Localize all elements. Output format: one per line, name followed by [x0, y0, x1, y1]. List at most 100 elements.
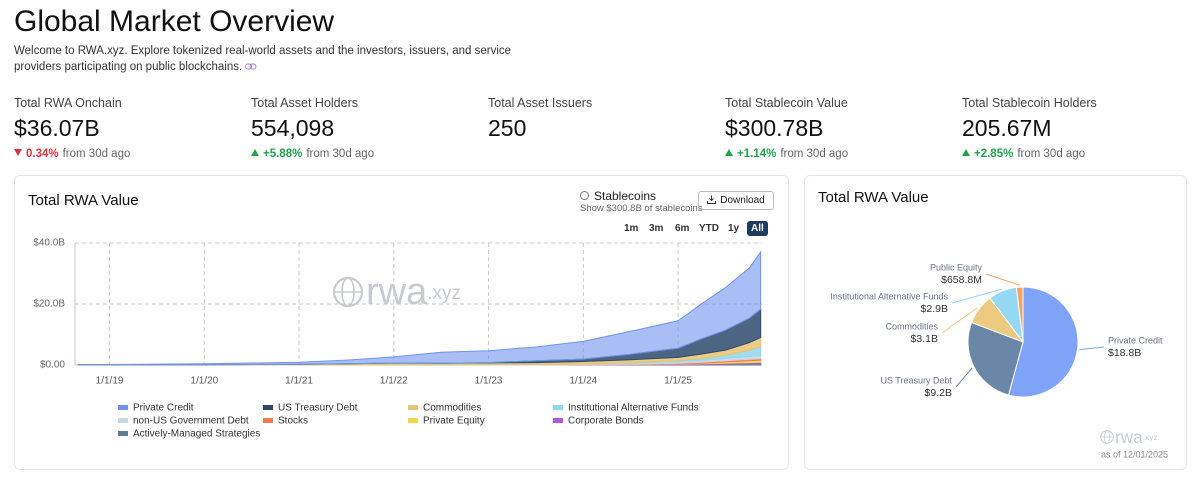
legend-swatch [553, 418, 563, 423]
stat-label: Total RWA Onchain [14, 96, 122, 110]
legend-swatch [408, 405, 418, 410]
stablecoins-note: Show $300.8B of stablecoins [580, 203, 703, 214]
watermark-suffix: .xyz [1143, 432, 1158, 442]
stat-value: 250 [488, 115, 527, 141]
area-card [14, 175, 789, 470]
range-button[interactable]: All [747, 221, 768, 236]
legend-label: Private Credit [133, 403, 194, 414]
range-button[interactable]: 6m [675, 223, 690, 234]
download-button[interactable]: Download [698, 191, 774, 210]
stat-change: +1.14% from 30d ago [725, 148, 848, 160]
legend-label: non-US Government Debt [133, 416, 249, 427]
slice-label: Public Equity [930, 262, 983, 272]
down-arrow [14, 149, 22, 156]
area [77, 250, 762, 366]
slice-label: Commodities [885, 321, 938, 331]
x-tick-label: 1/1/19 [96, 376, 124, 387]
watermark-main: rwa [366, 271, 428, 313]
legend-label: Commodities [423, 403, 481, 414]
up-arrow [962, 149, 970, 156]
chart-title: Total RWA Value [28, 192, 139, 209]
stat-change: 0.34% from 30d ago [14, 148, 130, 160]
up-arrow [251, 149, 259, 156]
x-tick-label: 1/1/22 [380, 376, 408, 387]
stat: Total Asset Issuers 250 [488, 96, 592, 142]
stat-change: +2.85% from 30d ago [962, 148, 1097, 160]
x-tick-label: 1/1/24 [569, 376, 597, 387]
leader-line [985, 273, 1020, 286]
watermark: rwa.xyz [1100, 427, 1158, 446]
stat-label: Total Stablecoin Holders [962, 96, 1097, 110]
download-icon [707, 195, 717, 204]
stat: Total Stablecoin Value $300.78B +1.14% from… [725, 96, 848, 160]
watermark-main: rwa [1115, 427, 1143, 446]
slice-value: $9.2B [925, 387, 952, 399]
legend-label: Stocks [278, 416, 308, 427]
stat-value: $36.07B [14, 115, 100, 141]
chart-title: Total RWA Value [818, 189, 929, 206]
leader-line [951, 288, 1002, 304]
range-button[interactable]: 1y [728, 223, 740, 234]
stat-label: Total Asset Holders [251, 96, 358, 110]
change-period: from 30d ago [306, 148, 375, 160]
legend-swatch [263, 418, 273, 423]
legend-label: Institutional Alternative Funds [568, 403, 699, 414]
slice-value: $18.8B [1108, 347, 1141, 359]
y-tick-label: $0.00 [40, 360, 65, 371]
stablecoins-label: Stablecoins [594, 189, 657, 203]
slice-label: Institutional Alternative Funds [830, 291, 948, 301]
page-title: Global Market Overview [14, 5, 335, 38]
stat: Total Asset Holders 554,098 +5.88% from 30d… [251, 96, 374, 160]
leader-line [941, 307, 978, 334]
pie-slice [1015, 286, 1024, 343]
pie-slice [967, 321, 1024, 396]
as-of-note: as of 12/01/2025 [1101, 449, 1168, 459]
legend-label: Corporate Bonds [568, 416, 644, 427]
legend-label: US Treasury Debt [278, 403, 358, 414]
checkbox[interactable] [580, 191, 589, 200]
x-tick-label: 1/1/25 [664, 376, 692, 387]
legend-swatch [118, 418, 128, 423]
y-tick-label: $40.0B [33, 238, 65, 249]
change-value: +5.88% [263, 148, 303, 160]
pie-slice [1007, 286, 1079, 398]
legend-swatch [118, 431, 128, 436]
up-arrow [725, 149, 733, 156]
page-description: Welcome to RWA.xyz. Explore tokenized re… [14, 43, 559, 75]
watermark-text: rwa.xyz [366, 271, 461, 313]
legend-swatch [553, 405, 563, 410]
change-value: 0.34% [26, 148, 59, 160]
change-period: from 30d ago [780, 148, 849, 160]
leader-line [1079, 346, 1105, 351]
stat-value: $300.78B [725, 115, 824, 141]
y-tick-label: $20.0B [33, 299, 65, 310]
change-period: from 30d ago [62, 148, 131, 160]
slice-value: $2.9B [921, 303, 948, 315]
legend-label: Private Equity [423, 416, 485, 427]
download-label: Download [720, 195, 765, 206]
change-value: +2.85% [974, 148, 1014, 160]
watermark-suffix: .xyz [427, 283, 461, 304]
slice-value: $658.8M [941, 274, 982, 286]
leader-line [955, 367, 973, 388]
legend-swatch [263, 405, 273, 410]
legend-label: Actively-Managed Strategies [133, 429, 260, 440]
slice-label: Private Credit [1108, 335, 1163, 345]
watermark-text: rwa.xyz [1115, 427, 1158, 446]
range-button[interactable]: YTD [699, 223, 719, 234]
range-button[interactable]: 3m [649, 223, 664, 234]
link-icon [245, 63, 257, 70]
stat-label: Total Asset Issuers [488, 96, 593, 110]
stablecoins-toggle[interactable]: Stablecoins [580, 189, 656, 203]
change-period: from 30d ago [1017, 148, 1086, 160]
x-tick-label: 1/1/20 [190, 376, 218, 387]
stat-change: +5.88% from 30d ago [251, 148, 374, 160]
slice-label: US Treasury Debt [880, 375, 952, 385]
watermark: rwa.xyz [332, 271, 461, 313]
range-button[interactable]: 1m [624, 223, 639, 234]
stat: Total Stablecoin Holders 205.67M +2.85% fro… [962, 96, 1097, 160]
change-value: +1.14% [737, 148, 777, 160]
x-tick-label: 1/1/23 [475, 376, 503, 387]
